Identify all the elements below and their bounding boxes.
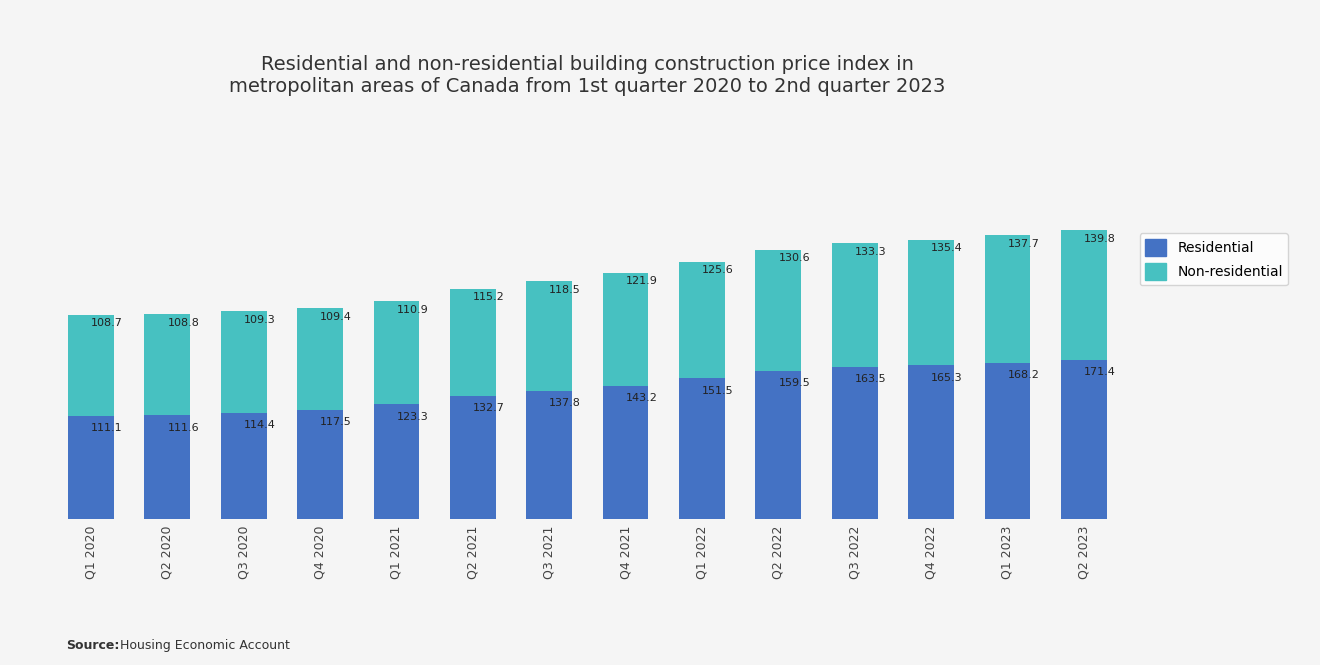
Text: 159.5: 159.5 — [779, 378, 810, 388]
Title: Residential and non-residential building construction price index in
metropolita: Residential and non-residential building… — [230, 55, 945, 96]
Bar — [678, 378, 725, 519]
Text: 117.5: 117.5 — [321, 417, 352, 427]
Bar — [144, 314, 190, 415]
Text: 130.6: 130.6 — [779, 253, 810, 263]
Text: 135.4: 135.4 — [931, 243, 962, 253]
Text: 137.8: 137.8 — [549, 398, 581, 408]
Text: 165.3: 165.3 — [931, 373, 962, 383]
Bar — [755, 249, 801, 370]
Bar — [985, 235, 1031, 362]
Text: 143.2: 143.2 — [626, 393, 657, 403]
Text: 111.1: 111.1 — [91, 423, 123, 433]
Text: Source:: Source: — [66, 638, 119, 652]
Bar — [69, 416, 114, 519]
Text: 123.3: 123.3 — [396, 412, 428, 422]
Bar — [220, 311, 267, 412]
Text: 171.4: 171.4 — [1084, 367, 1115, 377]
Text: 139.8: 139.8 — [1084, 233, 1115, 243]
Text: 133.3: 133.3 — [855, 247, 886, 257]
Legend: Residential, Non-residential: Residential, Non-residential — [1139, 233, 1288, 285]
Bar — [832, 367, 878, 519]
Text: 137.7: 137.7 — [1007, 239, 1039, 249]
Bar — [374, 301, 420, 404]
Bar — [1061, 360, 1106, 519]
Text: 132.7: 132.7 — [473, 403, 504, 413]
Text: Housing Economic Account: Housing Economic Account — [112, 638, 290, 652]
Bar — [69, 315, 114, 416]
Text: 111.6: 111.6 — [168, 422, 199, 432]
Bar — [297, 410, 343, 519]
Bar — [755, 370, 801, 519]
Bar — [603, 386, 648, 519]
Bar — [908, 239, 954, 365]
Bar — [450, 396, 496, 519]
Text: 108.7: 108.7 — [91, 319, 123, 329]
Bar — [832, 243, 878, 367]
Bar — [450, 289, 496, 396]
Bar — [297, 308, 343, 410]
Text: 109.4: 109.4 — [321, 312, 352, 322]
Text: 151.5: 151.5 — [702, 386, 734, 396]
Text: 114.4: 114.4 — [244, 420, 276, 430]
Text: 163.5: 163.5 — [855, 374, 886, 384]
Bar — [374, 404, 420, 519]
Bar — [144, 415, 190, 519]
Bar — [527, 281, 572, 391]
Text: 109.3: 109.3 — [244, 315, 276, 325]
Text: 108.8: 108.8 — [168, 318, 199, 328]
Bar — [220, 412, 267, 519]
Bar — [678, 261, 725, 378]
Text: 168.2: 168.2 — [1007, 370, 1039, 380]
Text: 115.2: 115.2 — [473, 293, 504, 303]
Bar — [908, 365, 954, 519]
Text: 121.9: 121.9 — [626, 277, 657, 287]
Bar — [985, 362, 1031, 519]
Bar — [1061, 230, 1106, 360]
Text: 118.5: 118.5 — [549, 285, 581, 295]
Bar — [527, 391, 572, 519]
Text: 110.9: 110.9 — [396, 305, 428, 315]
Bar — [603, 273, 648, 386]
Text: 125.6: 125.6 — [702, 265, 734, 275]
